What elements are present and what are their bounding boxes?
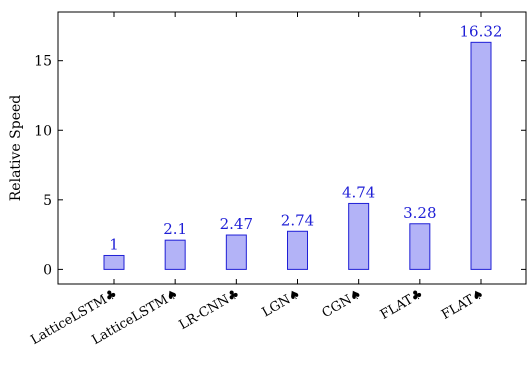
y-tick-label: 5 [43, 193, 52, 209]
y-axis-ticks: 0 5 10 15 [34, 54, 526, 278]
x-category-label: FLAT♣ [378, 286, 426, 322]
bar [470, 41, 492, 270]
bar [409, 223, 431, 270]
bar-value-label: 4.74 [342, 183, 375, 201]
bar [225, 234, 247, 270]
bar-value-label: 16.32 [460, 22, 503, 40]
y-tick-label: 15 [34, 54, 52, 70]
bar [287, 230, 308, 270]
x-category-label: FLAT♠ [439, 286, 487, 322]
y-axis-title: Relative Speed [8, 95, 24, 202]
x-category-label: LGN♠ [260, 286, 304, 320]
category-labels-group: LatticeLSTM♣LatticeLSTM♠LR-CNN♣ LGN♠ CGN♠ F… [28, 286, 487, 348]
x-category-label: CGN♠ [320, 286, 365, 321]
bar-value-label: 3.28 [403, 204, 436, 222]
bar [103, 254, 125, 270]
bar-value-label: 2.47 [220, 215, 253, 233]
y-tick-label: 10 [34, 123, 52, 139]
x-axis-ticks [113, 12, 482, 284]
bars-group [103, 41, 492, 270]
y-tick-label: 0 [43, 262, 52, 278]
bar [164, 239, 186, 270]
bar [348, 202, 370, 270]
bar-value-label: 2.1 [163, 220, 187, 238]
value-labels-group: 1 2.1 2.47 2.74 4.74 3.28 16.32 [109, 22, 502, 253]
plot-frame [57, 11, 527, 285]
bar-value-label: 2.74 [281, 211, 314, 229]
x-category-label: LR-CNN♣ [177, 286, 243, 333]
bar-value-label: 1 [109, 235, 119, 253]
